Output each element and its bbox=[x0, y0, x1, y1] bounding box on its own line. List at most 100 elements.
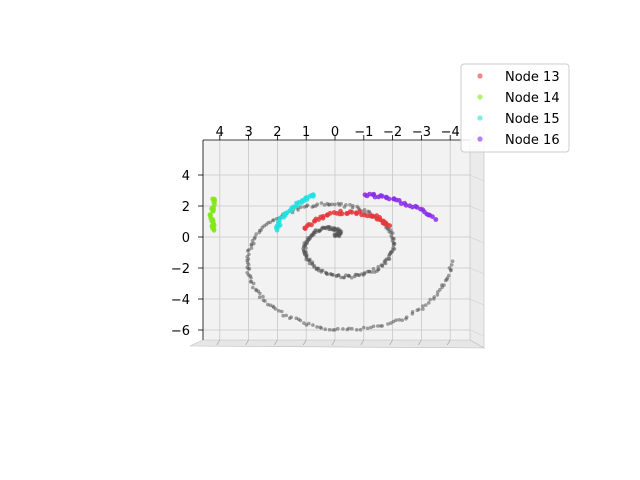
floor-tick bbox=[216, 339, 221, 346]
series-point bbox=[377, 217, 382, 223]
background-point bbox=[355, 328, 359, 332]
background-point bbox=[350, 206, 355, 210]
background-point bbox=[369, 270, 374, 274]
legend-label: Node 13 bbox=[505, 70, 560, 85]
series-points bbox=[207, 191, 439, 233]
background-point bbox=[250, 238, 255, 243]
background-point bbox=[254, 232, 258, 236]
series-point bbox=[403, 202, 409, 208]
series-point bbox=[349, 209, 355, 215]
series-point bbox=[339, 211, 345, 217]
background-point bbox=[339, 275, 343, 280]
background-point bbox=[251, 281, 256, 286]
background-point bbox=[319, 201, 324, 205]
y-tick-label: 2 bbox=[182, 200, 190, 215]
background-point bbox=[302, 205, 307, 209]
background-point bbox=[310, 205, 315, 209]
background-point bbox=[421, 304, 425, 308]
background-point bbox=[280, 309, 284, 314]
background-point bbox=[341, 327, 345, 331]
background-point bbox=[417, 307, 421, 312]
floor-tick bbox=[389, 339, 393, 346]
series-point bbox=[320, 213, 326, 219]
background-point bbox=[362, 271, 367, 276]
legend-marker bbox=[477, 73, 483, 79]
floor-tick bbox=[245, 339, 249, 346]
axis-lines bbox=[202, 139, 470, 340]
series-point bbox=[430, 214, 435, 220]
floor-tick bbox=[331, 339, 336, 346]
series-point bbox=[433, 217, 439, 222]
floor-tick bbox=[274, 339, 278, 346]
background-point bbox=[299, 205, 303, 209]
background-point bbox=[304, 254, 309, 259]
side-grid-line bbox=[469, 329, 485, 337]
background-point bbox=[249, 243, 254, 247]
background-point bbox=[347, 326, 351, 331]
axes-panes bbox=[189, 127, 486, 349]
x-tick-label: 3 bbox=[244, 125, 252, 140]
background-point bbox=[350, 326, 354, 331]
legend-label: Node 16 bbox=[505, 133, 560, 148]
background-point bbox=[428, 297, 433, 302]
legend-label: Node 15 bbox=[505, 112, 560, 127]
background-point bbox=[435, 293, 440, 297]
background-point bbox=[323, 327, 328, 332]
background-point bbox=[336, 326, 340, 331]
x-tick-label: 4 bbox=[216, 125, 224, 140]
x-tick-label: 1 bbox=[302, 125, 310, 140]
background-point bbox=[330, 202, 334, 207]
background-point bbox=[386, 322, 390, 326]
series-point bbox=[372, 194, 378, 200]
background-point bbox=[394, 318, 398, 323]
side-grid-line bbox=[469, 174, 485, 182]
background-point bbox=[391, 246, 395, 250]
series-point bbox=[386, 196, 392, 202]
background-point bbox=[307, 321, 311, 326]
legend-box bbox=[460, 63, 570, 153]
background-point bbox=[362, 208, 367, 212]
background-point bbox=[307, 258, 312, 263]
background-point bbox=[362, 325, 366, 330]
background-point bbox=[366, 209, 370, 214]
background-point bbox=[312, 265, 316, 269]
background-point bbox=[449, 263, 454, 267]
background-point bbox=[245, 249, 250, 253]
background-point bbox=[387, 257, 392, 261]
background-point bbox=[447, 273, 451, 278]
background-point bbox=[369, 325, 373, 330]
series-point bbox=[379, 193, 385, 199]
background-point bbox=[271, 218, 276, 222]
background-point bbox=[327, 327, 332, 332]
background-point bbox=[261, 294, 265, 299]
background-point bbox=[246, 262, 251, 267]
background-point bbox=[355, 204, 359, 209]
series-point bbox=[327, 210, 333, 216]
background-point bbox=[257, 230, 262, 235]
background-point bbox=[348, 203, 352, 207]
background-point bbox=[249, 246, 254, 250]
floor-tick bbox=[360, 339, 365, 346]
x-tick-label: −3 bbox=[412, 125, 431, 140]
background-point bbox=[410, 310, 415, 314]
floor-tick bbox=[302, 339, 307, 346]
background-point bbox=[298, 318, 303, 323]
y-axis-ticks: 4 2 0 −2 −4 −6 bbox=[171, 169, 203, 339]
legend-marker bbox=[477, 136, 483, 142]
background-point bbox=[427, 301, 431, 305]
background-point bbox=[380, 324, 385, 328]
side-grid-line bbox=[469, 236, 485, 244]
series-point bbox=[290, 204, 296, 210]
background-point bbox=[438, 287, 442, 292]
background-point bbox=[397, 318, 402, 322]
background-point bbox=[336, 273, 341, 277]
y-tick-label: 4 bbox=[182, 169, 190, 184]
background-point bbox=[247, 267, 252, 271]
background-point bbox=[319, 326, 324, 330]
background-point bbox=[331, 272, 335, 277]
background-point bbox=[304, 246, 308, 250]
background-point bbox=[284, 313, 289, 318]
series-point bbox=[387, 223, 393, 229]
background-point bbox=[248, 279, 253, 284]
